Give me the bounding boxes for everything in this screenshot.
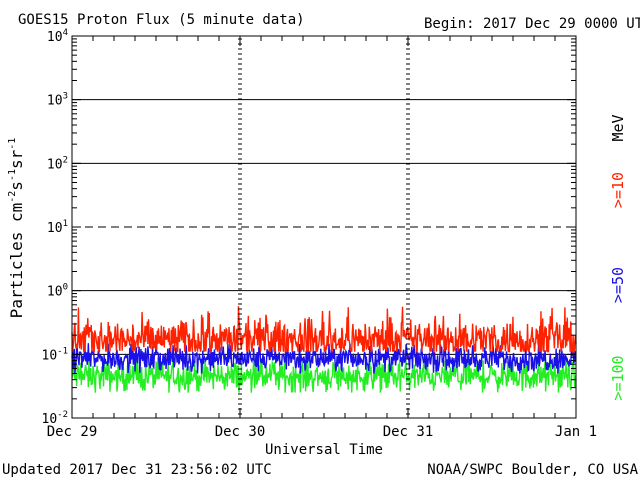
x-axis-label: Universal Time xyxy=(265,442,383,458)
unit-label: MeV xyxy=(609,114,627,141)
series-line-0 xyxy=(71,306,577,353)
credit-line: NOAA/SWPC Boulder, CO USA xyxy=(427,462,638,478)
axis-ticks xyxy=(71,35,577,419)
x-tick-labels: Dec 29 Dec 30 Dec 31 Jan 1 xyxy=(47,424,597,440)
data-series xyxy=(71,306,577,393)
x-tick-label: Dec 30 xyxy=(215,424,266,440)
chart-title: GOES15 Proton Flux (5 minute data) xyxy=(18,12,305,28)
y-axis-label: Particles cm-2s-1sr-1 xyxy=(7,138,26,319)
x-tick-label: Jan 1 xyxy=(555,424,597,440)
begin-time: Begin: 2017 Dec 29 0000 UTC xyxy=(424,16,640,32)
y-tick-label: 10-2 xyxy=(42,410,69,427)
y-tick-label: 104 xyxy=(47,28,68,45)
legend-ge50: >=50 xyxy=(609,267,627,303)
plot-frame xyxy=(71,35,577,419)
y-tick-label: 103 xyxy=(47,92,68,109)
legend-ge10: >=10 xyxy=(609,172,627,208)
y-tick-labels: 10-2 10-1 100 101 102 103 104 xyxy=(42,28,69,427)
legend-ge100: >=100 xyxy=(609,355,627,400)
y-tick-label: 102 xyxy=(47,155,68,172)
updated-timestamp: Updated 2017 Dec 31 23:56:02 UTC xyxy=(2,462,272,478)
series-line-2 xyxy=(71,357,577,393)
y-tick-label: 101 xyxy=(47,219,68,236)
y-tick-label: 10-1 xyxy=(42,346,69,363)
x-tick-label: Dec 29 xyxy=(47,424,98,440)
x-tick-label: Dec 31 xyxy=(383,424,434,440)
y-tick-label: 100 xyxy=(47,283,68,300)
